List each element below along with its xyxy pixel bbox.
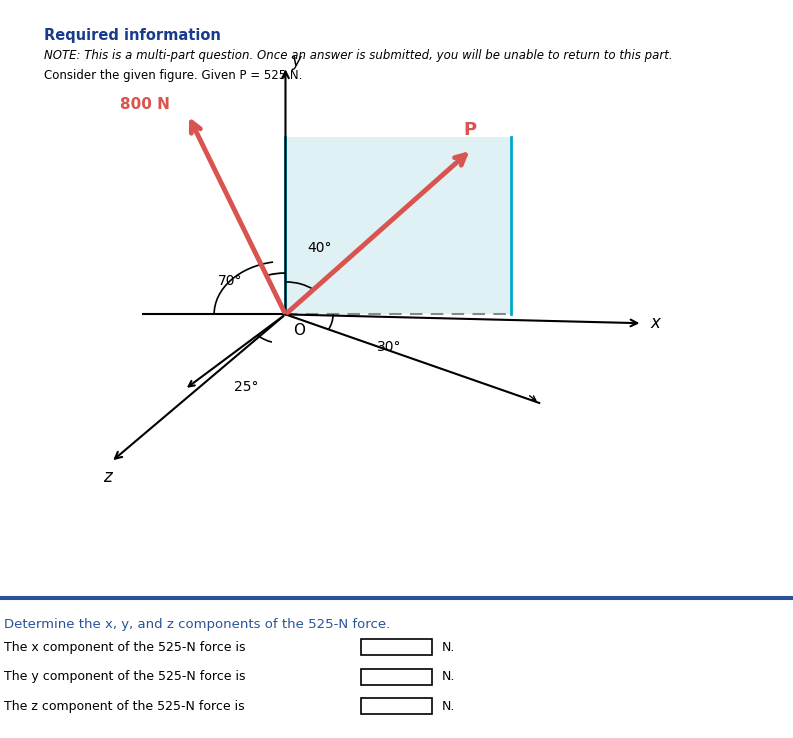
Text: x: x [650,314,660,332]
Bar [361,698,432,714]
Text: P: P [464,120,477,139]
Text: 40°: 40° [308,241,332,255]
Text: N.: N. [442,670,455,683]
Text: The z component of the 525-N force is: The z component of the 525-N force is [4,700,244,713]
Text: Required information: Required information [44,28,220,43]
Text: 25°: 25° [234,380,259,394]
Text: The x component of the 525-N force is: The x component of the 525-N force is [4,641,246,654]
Text: O: O [293,323,305,338]
Text: 30°: 30° [377,340,401,354]
Text: N.: N. [442,700,455,713]
Text: z: z [103,468,112,486]
Text: NOTE: This is a multi-part question. Once an answer is submitted, you will be un: NOTE: This is a multi-part question. Onc… [44,49,672,62]
Text: Determine the x, y, and z components of the 525-N force.: Determine the x, y, and z components of … [4,618,390,631]
Text: The y component of the 525-N force is: The y component of the 525-N force is [4,670,246,683]
Bar [361,639,432,655]
Polygon shape [285,137,511,314]
Bar [361,669,432,685]
Text: N.: N. [442,641,455,654]
Text: 70°: 70° [218,274,243,288]
Text: y: y [292,52,301,69]
Text: 800 N: 800 N [121,97,170,111]
Text: Consider the given figure. Given P = 525 N.: Consider the given figure. Given P = 525… [44,69,302,83]
